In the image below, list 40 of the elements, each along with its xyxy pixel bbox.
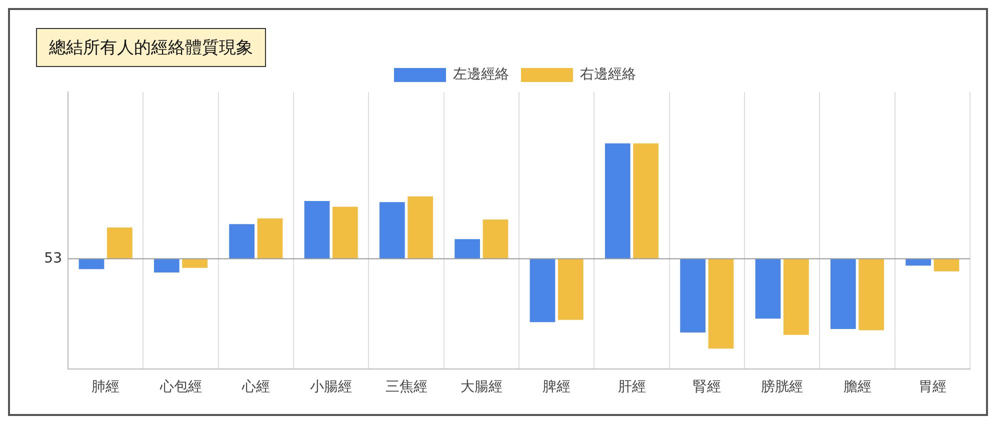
x-tick-label: 大腸經 bbox=[460, 379, 502, 396]
bar bbox=[934, 258, 960, 272]
x-tick-label: 脾經 bbox=[542, 379, 571, 396]
x-tick-label: 心經 bbox=[240, 379, 270, 396]
x-tick-label: 肺經 bbox=[92, 379, 120, 396]
x-tick-label: 胃經 bbox=[918, 379, 946, 396]
x-tick-label: 膽經 bbox=[843, 379, 872, 396]
bar bbox=[454, 239, 480, 259]
bar bbox=[257, 218, 283, 259]
x-tick-label: 三焦經 bbox=[385, 379, 428, 396]
bar bbox=[78, 258, 104, 270]
text: 53 bbox=[44, 250, 62, 266]
legend-label: 右邊經絡 bbox=[580, 66, 636, 83]
bar bbox=[708, 258, 734, 349]
bar bbox=[408, 196, 434, 259]
x-tick-label: 膀胱經 bbox=[761, 379, 804, 396]
bar bbox=[755, 258, 781, 319]
bar bbox=[783, 258, 809, 335]
bar bbox=[858, 258, 884, 330]
bar bbox=[182, 258, 208, 268]
bar bbox=[830, 258, 856, 330]
bar bbox=[304, 201, 330, 259]
legend-label: 左邊經絡 bbox=[453, 66, 509, 83]
chart-title: 總結所有人的經絡體質現象 bbox=[36, 28, 266, 67]
bar bbox=[604, 143, 630, 259]
bar bbox=[482, 219, 508, 259]
x-tick-label: 心包經 bbox=[158, 379, 202, 396]
bar bbox=[154, 258, 180, 273]
bar bbox=[379, 202, 405, 259]
bar bbox=[680, 258, 706, 333]
bar bbox=[229, 224, 255, 259]
bar bbox=[906, 258, 932, 266]
bar bbox=[530, 258, 556, 322]
bar bbox=[332, 206, 358, 259]
bar bbox=[633, 143, 659, 259]
bar bbox=[558, 258, 584, 320]
x-tick-label: 肝經 bbox=[618, 379, 646, 396]
x-tick-label: 小腸經 bbox=[310, 379, 352, 396]
x-tick-label: 腎經 bbox=[692, 379, 721, 396]
bar bbox=[106, 228, 132, 259]
